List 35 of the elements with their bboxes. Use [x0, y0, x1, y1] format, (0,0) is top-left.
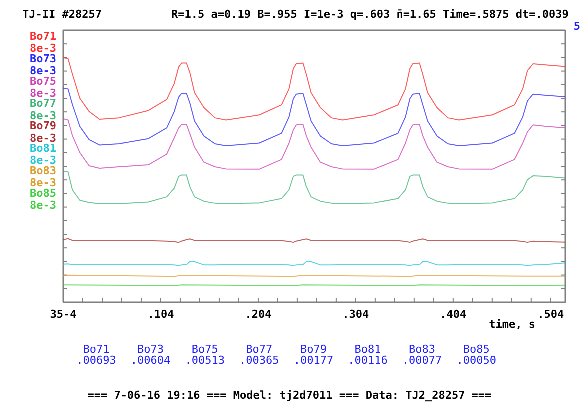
chart-title: TJ-II #28257 — [22, 8, 102, 21]
text: Bo85 — [463, 343, 490, 356]
text: Bo79 — [300, 343, 327, 356]
text: .00116 — [348, 354, 388, 367]
text: Bo81 — [30, 142, 57, 155]
text: 8e-3 — [30, 87, 57, 100]
text: Bo75 — [192, 343, 218, 356]
text: .00177 — [294, 354, 334, 367]
text: Bo79 — [30, 120, 57, 133]
x-tick-label: .304 — [342, 308, 370, 321]
text: .00513 — [185, 354, 225, 367]
text: 8e-3 — [30, 199, 57, 212]
series-label: Bo71 — [30, 30, 57, 43]
text: 5 — [574, 20, 580, 33]
x-tick-label: 35-4 — [50, 308, 78, 321]
text: === 7-06-16 19:16 === Model: tj2d7011 === Data: TJ2_28257 === — [88, 389, 492, 402]
x-tick-label: .504 — [538, 308, 564, 321]
text: .00604 — [130, 354, 172, 367]
text: Bo71 — [83, 343, 110, 356]
text: 8e-3 — [30, 132, 57, 145]
text: Bo77 — [30, 97, 57, 110]
text: Bo73 — [138, 343, 164, 356]
x-axis-title: time, s — [489, 318, 536, 331]
text: 8e-3 — [30, 109, 57, 122]
text: .00365 — [240, 354, 280, 367]
x-tick-label: .204 — [245, 308, 272, 321]
text: .00693 — [76, 354, 116, 367]
text: .00050 — [456, 354, 496, 367]
x-tick-label: .104 — [148, 308, 175, 321]
text: Bo81 — [354, 343, 382, 356]
x-tick-label: .404 — [440, 308, 468, 321]
text: Bo77 — [246, 343, 273, 356]
chart-subtitle: R=1.5 a=0.19 B=.955 I=1e-3 q=.603 n̄=1.65 Time=.5875 dt=.0039 — [172, 8, 569, 21]
text: Bo83 — [409, 343, 436, 356]
text: .00077 — [402, 354, 442, 367]
